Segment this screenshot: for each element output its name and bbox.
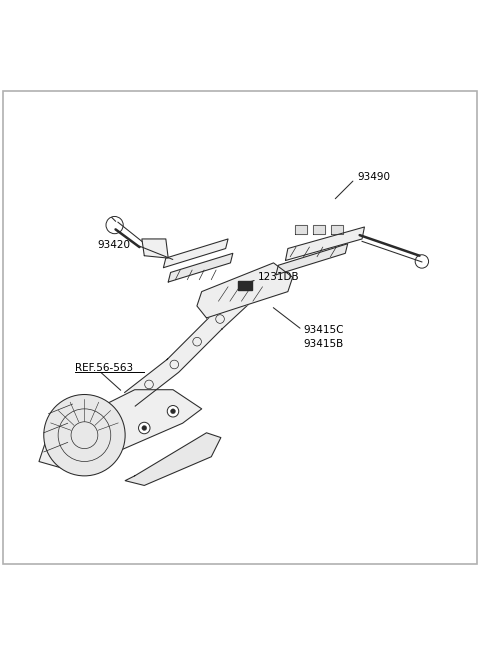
- Polygon shape: [238, 280, 252, 290]
- Polygon shape: [168, 253, 233, 282]
- Text: 1231DB: 1231DB: [258, 272, 300, 282]
- Text: 93420: 93420: [97, 240, 130, 250]
- Polygon shape: [286, 227, 364, 261]
- Text: 93415B: 93415B: [304, 339, 344, 349]
- Polygon shape: [295, 225, 307, 234]
- Polygon shape: [313, 225, 325, 234]
- Circle shape: [167, 405, 179, 417]
- Circle shape: [170, 409, 175, 414]
- Circle shape: [44, 394, 125, 476]
- Circle shape: [139, 422, 150, 434]
- Polygon shape: [276, 244, 348, 275]
- Text: 93415C: 93415C: [304, 325, 344, 335]
- Circle shape: [142, 426, 147, 430]
- Polygon shape: [142, 239, 168, 258]
- Text: REF.56-563: REF.56-563: [75, 363, 133, 373]
- Polygon shape: [39, 390, 202, 471]
- Text: 93490: 93490: [357, 172, 390, 181]
- Polygon shape: [331, 225, 343, 234]
- Polygon shape: [163, 239, 228, 268]
- Polygon shape: [125, 286, 255, 406]
- Polygon shape: [197, 263, 293, 318]
- Polygon shape: [125, 433, 221, 485]
